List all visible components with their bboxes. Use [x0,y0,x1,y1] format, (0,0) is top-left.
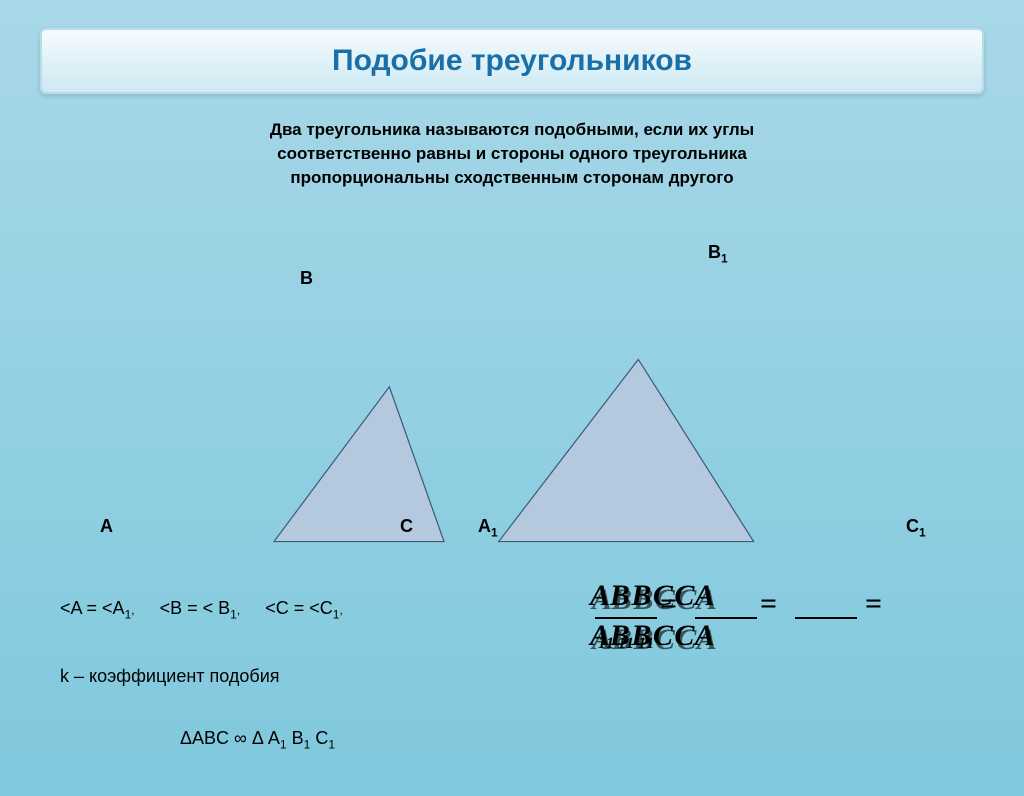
triangles-diagram [0,238,1024,578]
angle-equalities: <A = <A1, <B = < B1, <C = <C1, [60,598,343,622]
def-line2: соответственно равны и стороны одного тр… [277,144,747,163]
coefficient-line: k – коэффициент подобия [60,666,280,687]
triangle-small [274,387,444,542]
def-line1: Два треугольника называются подобными, е… [270,120,754,139]
label-B: B [300,268,313,289]
definition-text: Два треугольника называются подобными, е… [90,118,934,189]
title-bar: Подобие треугольников [40,28,984,94]
label-B1: B1 [708,242,728,266]
label-A1: A1 [478,516,498,540]
similarity-line: ΔABC ∞ Δ A1 B1 C1 [180,728,335,752]
label-C: C [400,516,413,537]
def-line3: пропорциональны сходственным сторонам др… [290,168,733,187]
label-C1: C1 [906,516,926,540]
page-title: Подобие треугольников [332,44,692,77]
ratio-expression: A B B C C A A B B C C A = = = A B B C C … [590,583,990,663]
label-A: A [100,516,113,537]
triangle-large [499,359,754,541]
